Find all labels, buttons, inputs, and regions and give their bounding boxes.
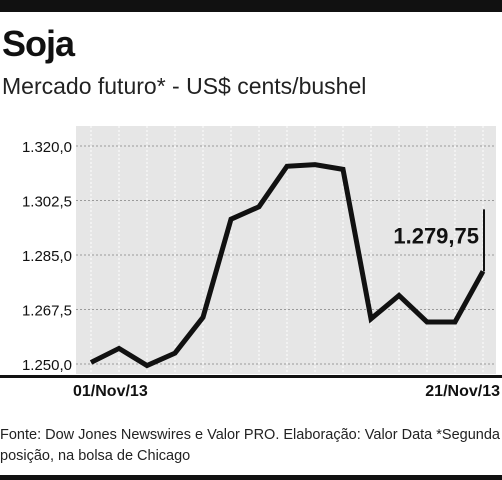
y-tick-label: 1.302,5 — [22, 194, 72, 211]
y-axis-ticks: 1.250,0 1.267,5 1.285,0 1.302,5 1.320,0 — [22, 139, 72, 374]
x-tick-label: 21/Nov/13 — [425, 383, 500, 400]
top-rule — [0, 0, 502, 12]
x-tick-label: 01/Nov/13 — [73, 383, 148, 400]
series — [89, 162, 486, 369]
annotation-label: 1.279,75 — [393, 223, 479, 248]
annotations: 1.279,75 — [393, 209, 485, 272]
grid — [0, 126, 502, 376]
source-note: Fonte: Dow Jones Newswires e Valor PRO. … — [0, 427, 500, 464]
line-chart: 1.250,0 1.267,5 1.285,0 1.302,5 1.320,0 01/N… — [0, 126, 502, 400]
y-tick-label: 1.267,5 — [22, 303, 72, 320]
y-tick-label: 1.250,0 — [22, 357, 72, 374]
x-axis-ticks: 01/Nov/13 21/Nov/13 — [0, 375, 502, 400]
x-axis-bar — [0, 375, 502, 378]
y-tick-label: 1.320,0 — [22, 139, 72, 156]
y-tick-label: 1.285,0 — [22, 248, 72, 265]
plot-background — [76, 126, 496, 376]
bottom-rule — [0, 475, 502, 480]
axis-spacer — [0, 138, 74, 139]
chart-title: Soja — [2, 23, 75, 64]
chart-subtitle: Mercado futuro* - US$ cents/bushel — [2, 73, 367, 99]
